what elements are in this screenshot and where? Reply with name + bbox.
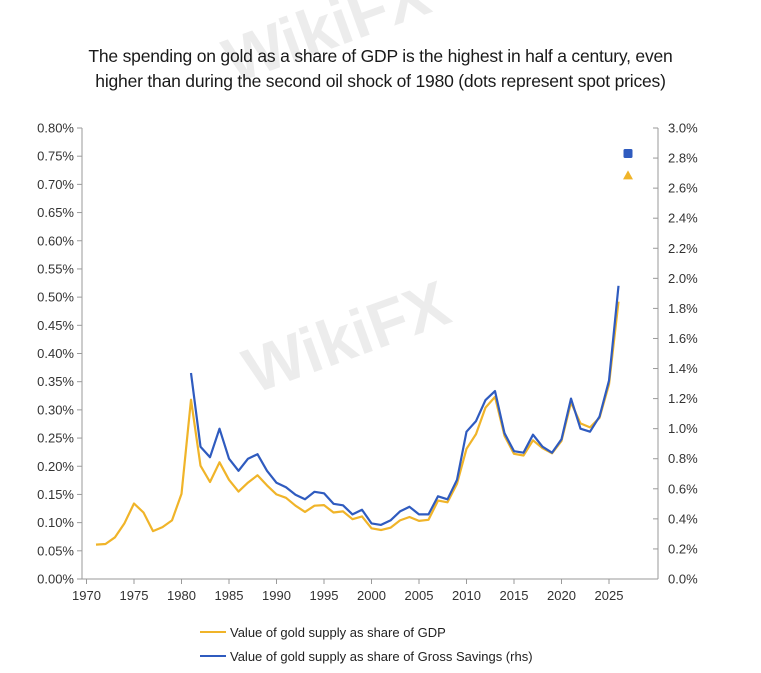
left-tick-label: 0.70%: [37, 177, 74, 192]
legend: Value of gold supply as share of GDP Val…: [200, 620, 533, 668]
legend-swatch-gdp: [200, 631, 226, 633]
x-tick-label: 2005: [405, 588, 434, 603]
left-tick-label: 0.40%: [37, 346, 74, 361]
legend-label-savings: Value of gold supply as share of Gross S…: [230, 648, 533, 664]
left-tick-label: 0.55%: [37, 261, 74, 276]
right-tick-label: 0.6%: [668, 481, 698, 496]
x-tick-label: 2025: [595, 588, 624, 603]
right-tick-label: 1.6%: [668, 331, 698, 346]
left-tick-label: 0.05%: [37, 543, 74, 558]
left-tick-label: 0.45%: [37, 318, 74, 333]
spot-price-square-marker: [623, 149, 633, 159]
x-tick-label: 2020: [547, 588, 576, 603]
x-tick-label: 1985: [215, 588, 244, 603]
right-tick-label: 1.0%: [668, 421, 698, 436]
x-tick-label: 1970: [72, 588, 101, 603]
left-tick-label: 0.65%: [37, 205, 74, 220]
right-tick-label: 1.2%: [668, 391, 698, 406]
left-tick-label: 0.25%: [37, 431, 74, 446]
savings-share-line: [189, 285, 620, 527]
title-line-1: The spending on gold as a share of GDP i…: [88, 46, 673, 66]
x-tick-label: 1975: [120, 588, 149, 603]
x-tick-label: 1980: [167, 588, 196, 603]
x-tick-label: 2010: [452, 588, 481, 603]
legend-swatch-savings: [200, 655, 226, 657]
left-tick-label: 0.80%: [37, 121, 74, 136]
gdp-share-line: [95, 301, 620, 546]
legend-item-gdp: Value of gold supply as share of GDP: [200, 620, 533, 644]
right-tick-label: 3.0%: [668, 121, 698, 136]
right-tick-label: 2.8%: [668, 151, 698, 166]
left-tick-label: 0.15%: [37, 487, 74, 502]
right-tick-label: 2.0%: [668, 271, 698, 286]
left-tick-label: 0.50%: [37, 290, 74, 305]
right-tick-label: 0.4%: [668, 511, 698, 526]
left-tick-label: 0.00%: [37, 572, 74, 587]
right-tick-label: 0.0%: [668, 572, 698, 587]
x-tick-label: 1995: [310, 588, 339, 603]
right-tick-label: 2.6%: [668, 181, 698, 196]
legend-item-savings: Value of gold supply as share of Gross S…: [200, 644, 533, 668]
title-line-2: higher than during the second oil shock …: [95, 71, 666, 91]
left-tick-label: 0.35%: [37, 374, 74, 389]
left-tick-label: 0.75%: [37, 149, 74, 164]
left-tick-label: 0.60%: [37, 233, 74, 248]
left-tick-label: 0.20%: [37, 459, 74, 474]
left-tick-label: 0.30%: [37, 402, 74, 417]
right-tick-label: 0.2%: [668, 541, 698, 556]
x-tick-label: 2000: [357, 588, 386, 603]
spot-price-triangle-marker: [623, 170, 633, 180]
right-tick-label: 2.2%: [668, 241, 698, 256]
left-tick-label: 0.10%: [37, 515, 74, 530]
right-tick-label: 2.4%: [668, 211, 698, 226]
x-tick-label: 1990: [262, 588, 291, 603]
right-tick-label: 1.8%: [668, 301, 698, 316]
chart-title: The spending on gold as a share of GDP i…: [0, 44, 761, 94]
legend-label-gdp: Value of gold supply as share of GDP: [230, 624, 446, 640]
right-tick-label: 1.4%: [668, 361, 698, 376]
right-tick-label: 0.8%: [668, 451, 698, 466]
x-tick-label: 2015: [500, 588, 529, 603]
